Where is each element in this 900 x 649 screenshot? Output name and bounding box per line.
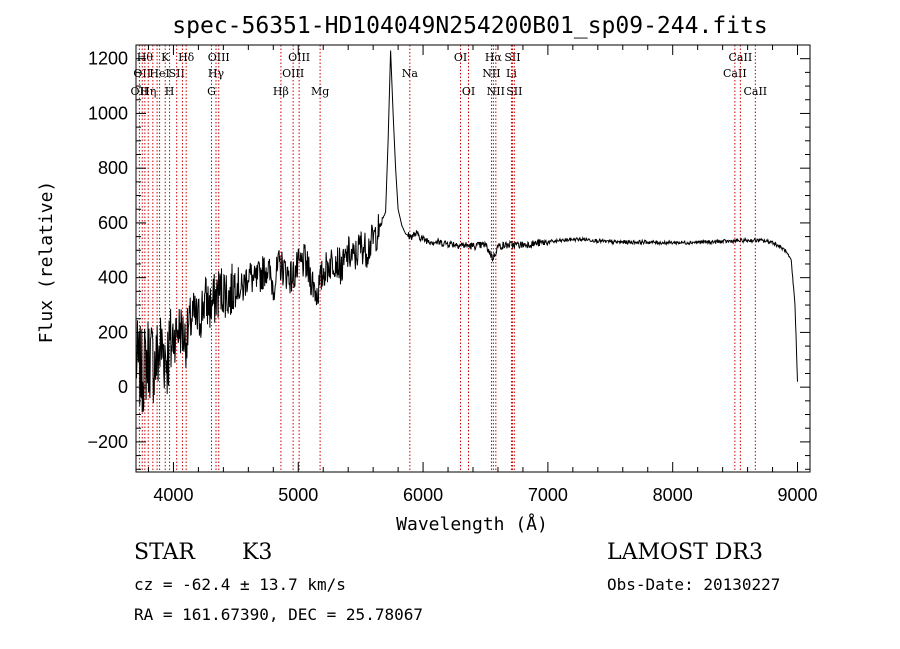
spectral-line-label: Hβ (273, 85, 289, 98)
spectral-line-label: OII (131, 85, 149, 98)
spectral-line-label: OI (454, 51, 467, 64)
y-axis-label: Flux (relative) (36, 181, 57, 344)
spectral-line-label: Hα (485, 51, 503, 64)
x-tick-label: 4000 (153, 485, 193, 505)
chart-title: spec-56351-HD104049N254200B01_sp09-244.f… (172, 13, 767, 39)
spectral-line-label: CaII (729, 51, 753, 64)
spectral-line-label: Hδ (178, 51, 195, 64)
redshift-velocity: cz = -62.4 ± 13.7 km/s (134, 575, 346, 594)
spectral-line-label: NII (482, 67, 500, 80)
y-axis-ticks: −200 0 200 400 600 800 1000 1200 (87, 49, 810, 470)
y-tick-label: 1000 (88, 103, 128, 123)
spectral-line-label: OII (133, 67, 151, 80)
spectral-line-label: Hγ (208, 67, 225, 80)
sky-coordinates: RA = 161.67390, DEC = 25.78067 (134, 605, 423, 624)
spectral-line-label: Hθ (137, 51, 154, 64)
observation-date: Obs-Date: 20130227 (607, 575, 781, 594)
spectral-line-label: OIII (288, 51, 310, 64)
x-tick-label: 9000 (777, 485, 817, 505)
object-subclass: K3 (242, 540, 273, 565)
spectral-line-label: HeI (149, 67, 169, 80)
spectral-line-markers: OII OII Hθ Hη HeI K H SII Hδ G Hγ OIII Hβ OIII OIII Mg N… (131, 45, 767, 472)
x-tick-label: 5000 (278, 485, 318, 505)
spectral-line-label: SII (504, 51, 520, 64)
plot-frame (135, 44, 811, 473)
object-type: STAR (134, 540, 195, 565)
spectral-line-label: NII (487, 85, 505, 98)
x-tick-label: 7000 (528, 485, 568, 505)
spectral-line-label: Mg (311, 85, 329, 98)
spectral-line-label: Hη (140, 85, 156, 98)
spectral-line-label: OI (462, 85, 475, 98)
y-tick-label: 600 (98, 213, 128, 233)
y-tick-label: −200 (87, 432, 128, 452)
spectral-line-label: G (207, 85, 216, 98)
spectral-line-label: SII (169, 67, 185, 80)
x-tick-label: 6000 (403, 485, 443, 505)
y-tick-label: 800 (98, 158, 128, 178)
x-tick-label: 8000 (653, 485, 693, 505)
y-tick-label: 400 (98, 268, 128, 288)
spectral-line-label: H (165, 85, 175, 98)
x-axis-ticks: 4000 5000 6000 7000 8000 9000 (147, 45, 818, 505)
survey-name: LAMOST DR3 (607, 540, 763, 565)
y-tick-label: 0 (118, 377, 128, 397)
spectral-line-label: CaII (743, 85, 767, 98)
spectral-line-label: OIII (282, 67, 304, 80)
spectral-line-label: K (161, 51, 170, 64)
flux-series-line (135, 50, 798, 413)
spectral-line-label: Na (402, 67, 419, 80)
spectral-line-label: Li (506, 67, 517, 80)
spectral-line-label: SII (506, 85, 522, 98)
y-tick-label: 1200 (88, 49, 128, 69)
x-axis-label: Wavelength (Å) (396, 513, 548, 535)
y-tick-label: 200 (98, 322, 128, 342)
spectral-line-label: OIII (208, 51, 230, 64)
spectral-line-label: CaII (723, 67, 747, 80)
